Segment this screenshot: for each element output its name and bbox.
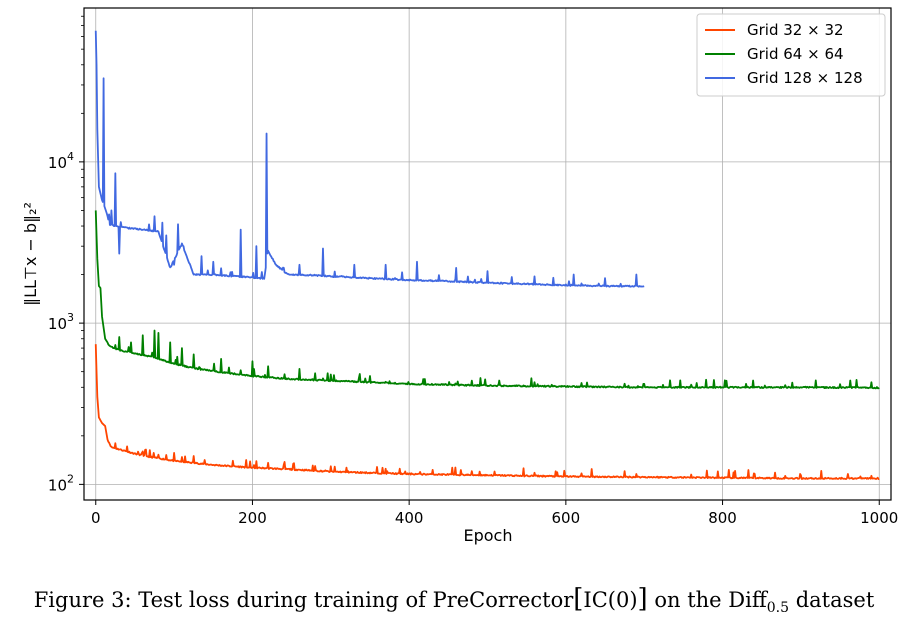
plot-frame	[83, 7, 892, 501]
caption-mid: on the Diff	[647, 588, 767, 612]
x-axis-label: Epoch	[464, 526, 513, 545]
y-axis-label: ‖LL⊤x − b‖₂²	[21, 202, 40, 306]
legend: Grid 32 × 32 Grid 64 × 64 Grid 128 × 128	[696, 13, 886, 97]
caption-method: IC(0)	[583, 588, 638, 612]
x-tick-label: 200	[238, 509, 267, 527]
x-tick-label: 800	[708, 509, 737, 527]
series-lines	[94, 30, 880, 480]
y-ticks: 102 103 104	[48, 15, 84, 494]
caption-tail: dataset	[789, 588, 875, 612]
caption-bracket-open: [	[573, 584, 584, 614]
x-tick-label: 1000	[860, 509, 898, 527]
legend-box	[696, 13, 886, 97]
x-tick-label: 400	[395, 509, 424, 527]
series-line	[94, 30, 645, 288]
caption-text: Figure 3: Test loss during training of P…	[33, 588, 574, 612]
y-tick-label: 102	[48, 472, 74, 494]
caption-bracket-close: ]	[637, 584, 648, 614]
x-tick-label: 0	[91, 509, 101, 527]
series-line	[94, 344, 880, 480]
legend-label: Grid 32 × 32	[747, 21, 844, 39]
x-tick-label: 600	[552, 509, 581, 527]
loss-chart: 0 200 400 600 800 1000 102 103 104 Epoch ‖LL⊤x …	[21, 7, 898, 545]
caption-subscript: 0.5	[766, 600, 790, 617]
x-ticks: 0 200 400 600 800 1000	[91, 500, 898, 527]
series-line	[94, 210, 880, 390]
legend-label: Grid 64 × 64	[747, 45, 844, 63]
figure-caption: Figure 3: Test loss during training of P…	[0, 584, 908, 616]
y-tick-label: 104	[48, 150, 74, 172]
y-tick-label: 103	[48, 311, 74, 333]
legend-label: Grid 128 × 128	[747, 69, 863, 87]
